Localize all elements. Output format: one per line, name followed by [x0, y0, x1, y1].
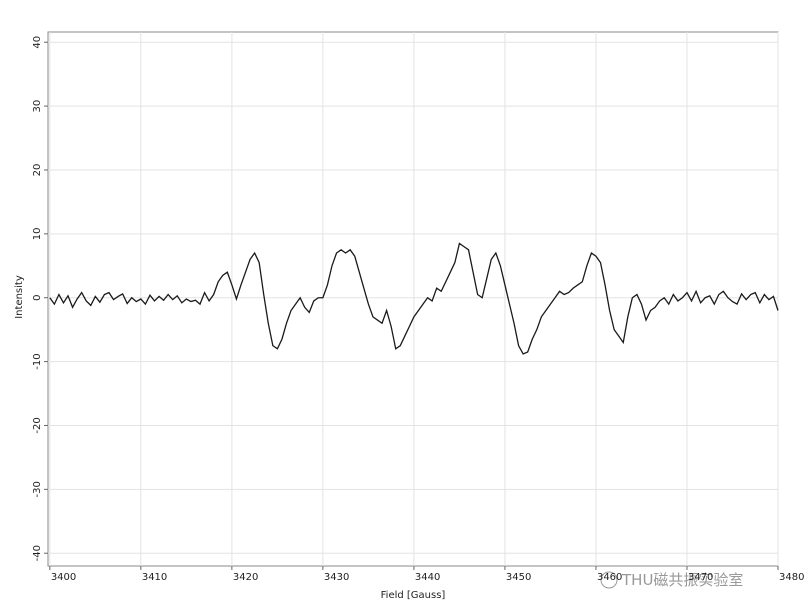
x-tick-label: 3410	[142, 572, 167, 583]
y-tick-label: -20	[32, 417, 43, 433]
watermark: THU磁共振实验室	[621, 571, 743, 589]
y-tick-label: 10	[32, 227, 43, 240]
x-tick-label: 3480	[779, 572, 804, 583]
signal-line	[49, 242, 779, 355]
x-tick-label: 3450	[506, 572, 531, 583]
y-tick-label: 0	[32, 295, 43, 301]
y-tick-label: -40	[32, 545, 43, 561]
y-tick-label: 40	[32, 36, 43, 49]
x-tick-label: 3430	[324, 572, 349, 583]
x-tick-label: 3400	[51, 572, 76, 583]
y-axis-label: Intensity	[14, 275, 25, 319]
y-tick-label: -30	[32, 481, 43, 497]
x-tick-label: 3460	[597, 572, 622, 583]
y-tick-label: 30	[32, 100, 43, 113]
x-tick-label: 3440	[415, 572, 440, 583]
x-tick-label: 3420	[233, 572, 258, 583]
x-tick-label: 3470	[688, 572, 713, 583]
y-tick-label: 20	[32, 164, 43, 177]
x-axis-label: Field [Gauss]	[381, 590, 446, 601]
y-tick-label: -10	[32, 353, 43, 369]
plot-frame	[47, 31, 779, 567]
watermark-icon	[600, 571, 618, 589]
